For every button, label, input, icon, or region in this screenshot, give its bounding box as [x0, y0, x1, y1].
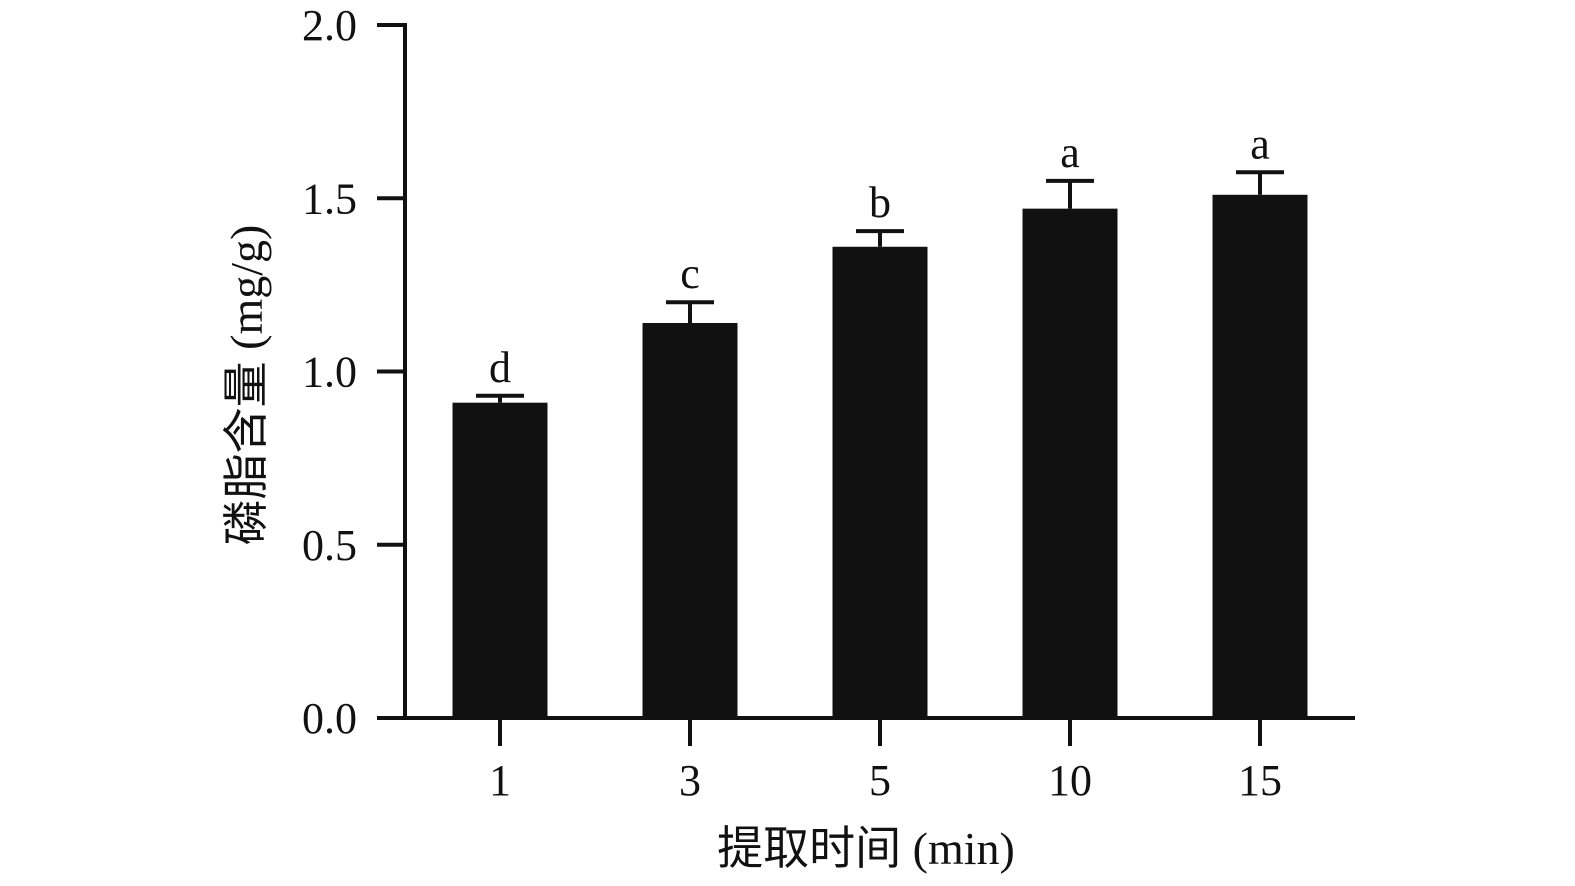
x-tick-label: 5	[869, 756, 891, 805]
significance-labels-group: d c b a a	[489, 119, 1270, 391]
bar	[642, 322, 738, 718]
x-ticks-group: 1 3 5 10 15	[489, 718, 1282, 805]
x-tick-label: 15	[1238, 756, 1282, 805]
bars-group	[452, 194, 1308, 718]
y-axis-title: 磷脂含量 (mg/g)	[221, 225, 272, 546]
y-ticks-group: 0.0 0.5 1.0 1.5 2.0	[302, 1, 405, 743]
y-tick-label: 0.0	[302, 694, 357, 743]
y-tick-label: 1.0	[302, 348, 357, 397]
significance-label: d	[489, 343, 511, 392]
bar	[1212, 194, 1308, 718]
error-bars-group	[476, 170, 1284, 403]
significance-label: a	[1250, 119, 1270, 168]
x-tick-label: 1	[489, 756, 511, 805]
x-tick-label: 10	[1048, 756, 1092, 805]
bar	[832, 246, 928, 718]
significance-label: b	[869, 178, 891, 227]
bar	[1022, 208, 1118, 718]
y-tick-label: 1.5	[302, 174, 357, 223]
significance-label: a	[1060, 128, 1080, 177]
bar	[452, 402, 548, 718]
y-tick-label: 0.5	[302, 521, 357, 570]
significance-label: c	[680, 249, 700, 298]
x-tick-label: 3	[679, 756, 701, 805]
y-tick-label: 2.0	[302, 1, 357, 50]
x-axis-title: 提取时间 (min)	[717, 823, 1015, 874]
